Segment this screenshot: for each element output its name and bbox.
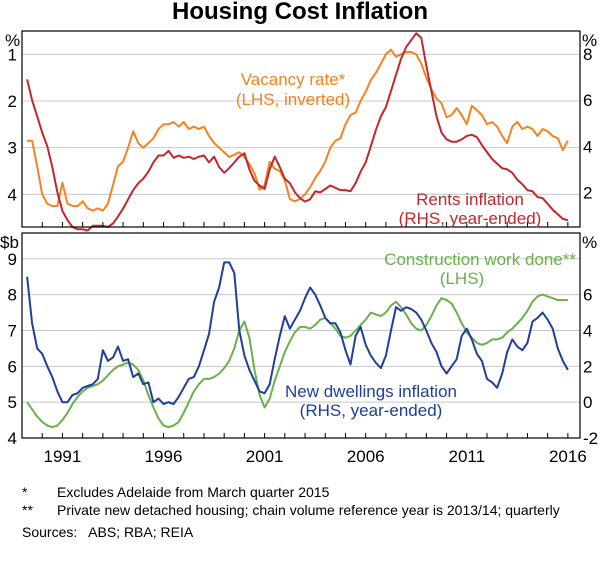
right-unit-bottom: % — [582, 233, 597, 252]
left-tick-label-bottom: 6 — [8, 357, 17, 376]
x-tick-label: 2001 — [246, 447, 284, 466]
series-line-construction — [26, 293, 568, 429]
left-tick-label-bottom: 9 — [8, 250, 17, 269]
footnote-mark: * — [22, 484, 28, 500]
chart-title: Housing Cost Inflation — [172, 0, 428, 25]
footnotes: * Excludes Adelaide from March quarter 2… — [22, 483, 582, 541]
series-line-vacancy — [27, 48, 569, 212]
x-tick-label: 1996 — [145, 447, 183, 466]
left-tick-label-bottom: 7 — [8, 321, 17, 340]
left-tick-label-top: 3 — [8, 139, 17, 158]
right-tick-label-bottom: -2 — [583, 429, 598, 448]
right-unit-top: % — [582, 31, 597, 50]
left-tick-label-bottom: 5 — [8, 393, 17, 412]
x-tick-label: 2011 — [449, 447, 486, 466]
footnote-vacancy: * Excludes Adelaide from March quarter 2… — [22, 483, 582, 501]
series-label-vacancy: Vacancy rate* — [241, 70, 346, 89]
series-label-rents: (RHS, year-ended) — [399, 209, 542, 228]
plot-frame-bottom — [21, 232, 581, 439]
right-tick-label-bottom: 0 — [583, 393, 592, 412]
series-annotations: Vacancy rate*(LHS, inverted) Rents inflat… — [236, 70, 577, 420]
left-unit-bottom: $b — [0, 233, 19, 252]
series-label-construction: Construction work done** — [384, 250, 576, 269]
sources-line: Sources: ABS; RBA; REIA — [22, 524, 194, 540]
x-tick-label: 2016 — [549, 447, 587, 466]
left-tick-label-top: 4 — [8, 185, 17, 204]
right-tick-label-top: 8 — [583, 45, 592, 64]
footnote-text: Private new detached housing; chain volu… — [57, 502, 560, 518]
series-label-dwellings: New dwellings inflation — [285, 382, 457, 401]
left-tick-label-top: 2 — [8, 92, 17, 111]
series-line-rents — [26, 32, 569, 232]
right-tick-label-bottom: 4 — [583, 321, 592, 340]
left-unit-top: % — [5, 31, 20, 50]
series-line-dwellings — [26, 261, 569, 405]
left-tick-label-bottom: 8 — [8, 286, 17, 305]
left-tick-label-top: 1 — [8, 45, 17, 64]
left-tick-label-bottom: 4 — [8, 429, 17, 448]
series-lines — [26, 32, 569, 429]
plot-frames — [21, 30, 581, 439]
right-tick-label-top: 2 — [583, 183, 592, 202]
plot-frame-top — [21, 30, 581, 228]
footnote-mark: ** — [22, 502, 33, 518]
right-tick-label-bottom: 6 — [583, 286, 592, 305]
series-label-construction: (LHS) — [440, 269, 484, 288]
footnote-text: Excludes Adelaide from March quarter 201… — [57, 484, 330, 500]
right-tick-label-top: 4 — [583, 137, 592, 156]
series-label-dwellings: (RHS, year-ended) — [300, 401, 443, 420]
right-tick-label-top: 6 — [583, 91, 592, 110]
right-tick-label-bottom: 2 — [583, 357, 592, 376]
x-tick-label: 1991 — [44, 447, 82, 466]
housing-cost-inflation-chart: Housing Cost Inflation 1 2 3 4 2 4 6 8% % 4 5 6 7 8 9 -… — [0, 0, 598, 466]
footnote-construction: ** Private new detached housing; chain v… — [22, 501, 582, 519]
gridlines — [22, 53, 580, 439]
series-label-rents: Rents inflation — [416, 190, 524, 209]
x-tick-label: 2006 — [347, 447, 385, 466]
series-label-vacancy: (LHS, inverted) — [236, 90, 350, 109]
axis-labels: 1 2 3 4 2 4 6 8% % 4 5 6 7 8 9 -2 0 2 4 6 $b % 1991 1996 2001 200… — [0, 31, 598, 466]
